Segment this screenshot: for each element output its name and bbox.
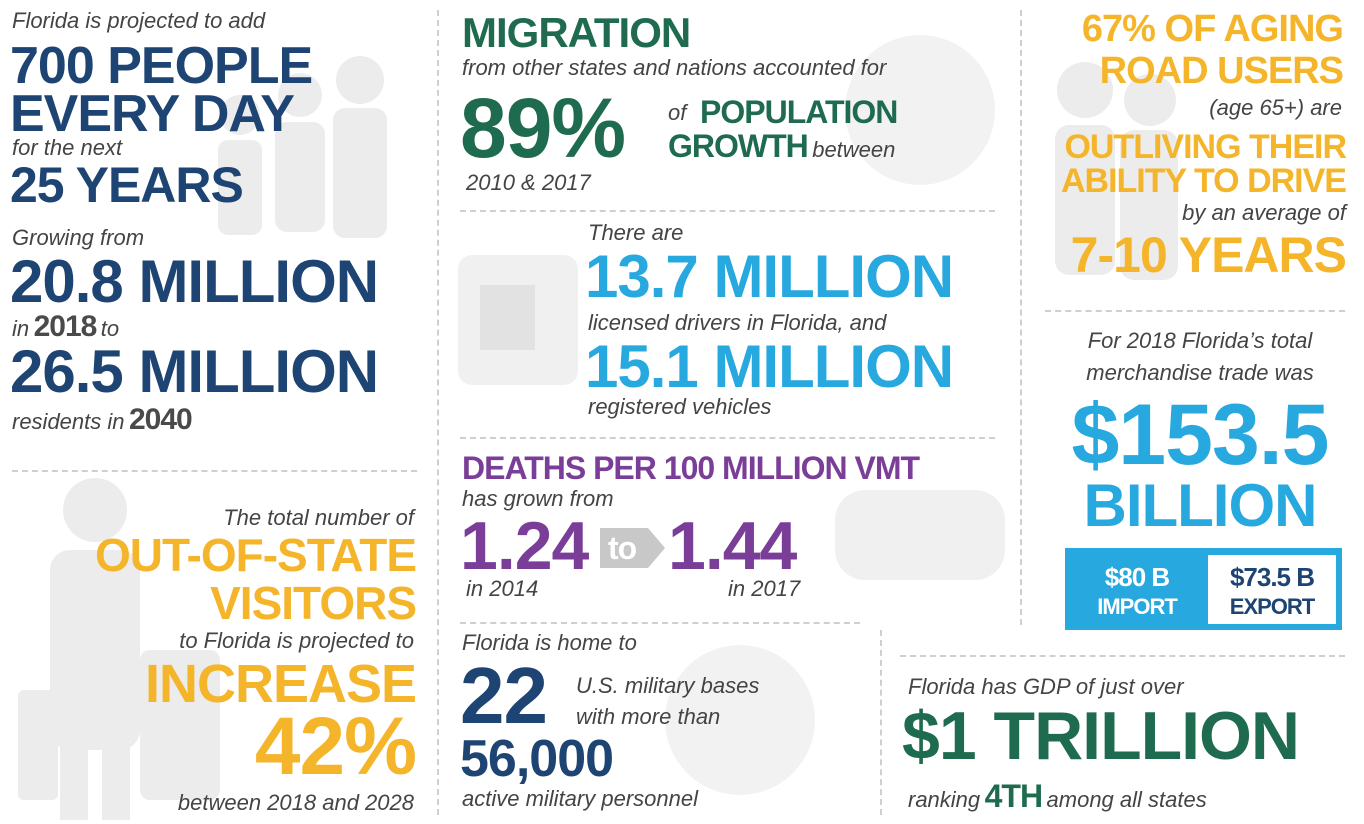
text: in 2014 [466, 576, 539, 601]
text: registered vehicles [588, 394, 772, 419]
text: between [812, 137, 896, 162]
divider [1045, 310, 1345, 312]
headline: 20.8 MILLION [10, 248, 379, 315]
text: between 2018 and 2028 [177, 790, 414, 815]
export-value: $73.5 B [1229, 562, 1315, 592]
headline: EVERY DAY [10, 85, 295, 143]
text: from other states and nations accounted … [462, 55, 887, 80]
text-line: ranking 4TH among all states [908, 780, 1207, 812]
headline: DEATHS PER 100 MILLION VMT [462, 450, 920, 486]
headline: 42% [254, 701, 417, 792]
text: U.S. military bases [576, 673, 760, 698]
arrow-label: to [608, 530, 637, 566]
text: among all states [1046, 787, 1207, 812]
text: by an average of [1182, 200, 1346, 225]
divider [437, 10, 439, 815]
headline: 700 PEOPLE [10, 37, 313, 95]
headline: BILLION [1083, 472, 1318, 539]
headline: POPULATION [700, 94, 898, 130]
headline: 67% OF AGING [1081, 8, 1344, 50]
divider [460, 622, 860, 624]
divider [460, 437, 995, 439]
text: has grown from [462, 486, 614, 511]
divider [880, 630, 882, 815]
headline: 26.5 MILLION [10, 338, 379, 405]
text: Florida has GDP of just over [908, 674, 1184, 699]
text: with more than [576, 704, 721, 729]
text: licensed drivers in Florida, and [588, 310, 887, 335]
text: of [668, 100, 687, 125]
headline: OUTLIVING THEIR [1064, 128, 1347, 166]
text: ranking [908, 787, 981, 812]
headline: 22 [460, 651, 548, 740]
import-label: IMPORT [1097, 594, 1178, 619]
text: to [100, 316, 120, 341]
text: residents in [12, 409, 125, 434]
import-value: $80 B [1104, 562, 1170, 592]
divider [900, 655, 1345, 657]
text: 2010 & 2017 [466, 170, 591, 195]
headline: $153.5 [1071, 387, 1329, 483]
divider [460, 210, 995, 212]
divider [12, 470, 417, 472]
text: Growing from [12, 225, 145, 250]
text-line: residents in 2040 [12, 403, 193, 436]
divider [1020, 10, 1022, 625]
rank: 4TH [984, 778, 1043, 814]
headline: MIGRATION [462, 9, 691, 56]
headline: GROWTH [668, 128, 809, 164]
headline: 15.1 MILLION [585, 333, 954, 400]
text-line: in 2018 to [12, 312, 119, 342]
headline: ROAD USERS [1099, 50, 1344, 92]
year: 2018 [33, 310, 98, 343]
headline: 89% [460, 81, 626, 175]
text: Florida is projected to add [12, 8, 266, 33]
headline: OUT-OF-STATE [94, 529, 417, 581]
text: Florida is home to [462, 630, 637, 655]
text: The total number of [223, 505, 414, 530]
export-label: EXPORT [1229, 594, 1315, 619]
year: 2040 [128, 403, 193, 436]
headline: 7-10 YEARS [1070, 227, 1347, 283]
text: There are [588, 220, 684, 245]
text: active military personnel [462, 786, 698, 811]
text: in 2017 [728, 576, 801, 601]
text: merchandise trade was [1086, 360, 1314, 385]
headline: 13.7 MILLION [585, 243, 954, 310]
headline: 1.44 [668, 508, 797, 584]
headline: 1.24 [460, 508, 589, 584]
text-line: GROWTH between [668, 130, 895, 162]
headline: VISITORS [210, 577, 417, 629]
headline: INCREASE [144, 654, 417, 714]
headline: 56,000 [460, 730, 614, 788]
text: (age 65+) are [1209, 95, 1342, 120]
text: For 2018 Florida’s total [1087, 328, 1313, 353]
headline: $1 TRILLION [902, 698, 1300, 774]
text: to Florida is projected to [179, 628, 414, 653]
text: for the next [12, 135, 123, 160]
text: in [12, 316, 30, 341]
headline: ABILITY TO DRIVE [1060, 162, 1347, 200]
headline: 25 YEARS [10, 157, 244, 213]
